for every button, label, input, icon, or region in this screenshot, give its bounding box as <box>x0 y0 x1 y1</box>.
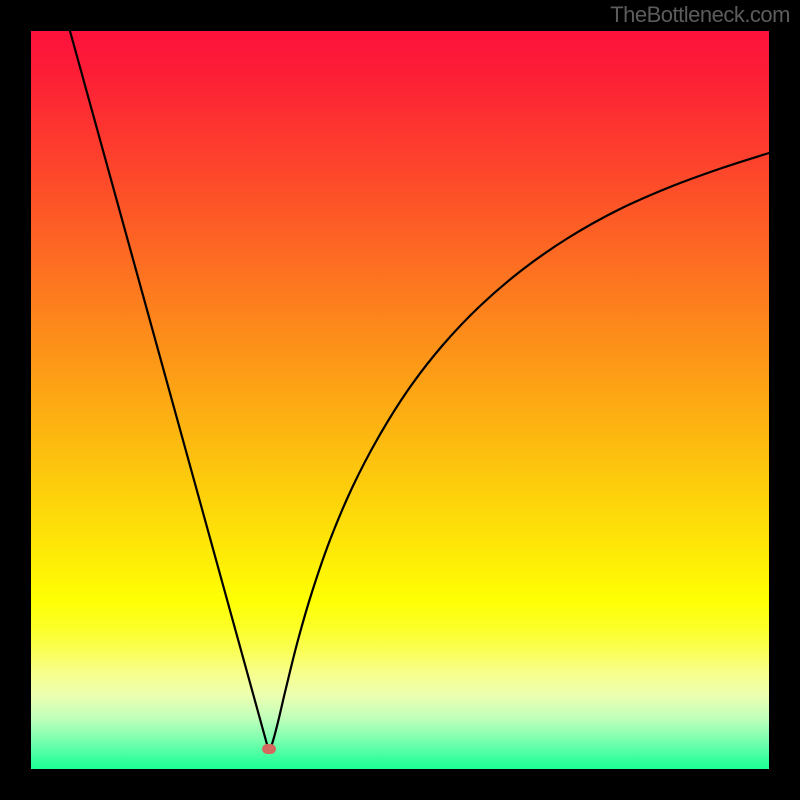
chart-svg <box>0 0 800 800</box>
chart-canvas: TheBottleneck.com <box>0 0 800 800</box>
watermark-text: TheBottleneck.com <box>610 2 790 28</box>
apex-marker <box>262 744 276 754</box>
